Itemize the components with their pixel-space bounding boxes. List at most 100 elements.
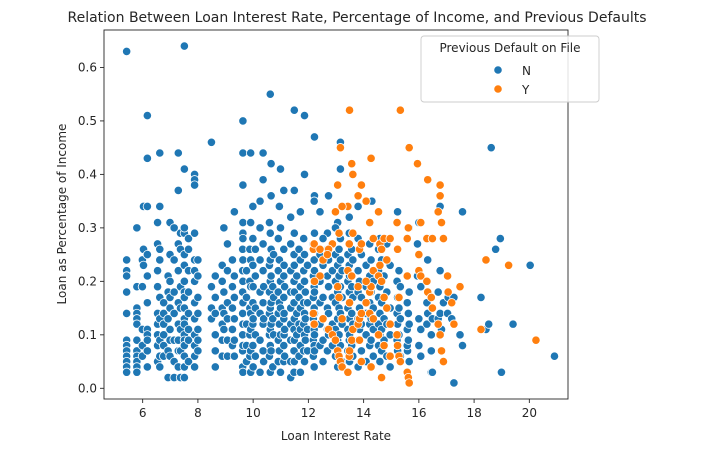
y-axis-ticks: 0.0 0.1 0.2 0.3 0.4 0.5 0.6: [78, 60, 104, 395]
data-point-y: [427, 303, 437, 313]
data-point-n: [138, 260, 149, 270]
data-point-n: [309, 287, 320, 297]
data-point-y: [373, 330, 384, 340]
data-point-n: [238, 255, 248, 265]
data-point-n: [142, 110, 152, 121]
data-point-n: [137, 282, 147, 292]
data-point-n: [189, 362, 200, 372]
data-point-n: [169, 223, 179, 233]
data-point-y: [373, 207, 384, 217]
data-point-y: [402, 271, 412, 281]
data-point-y: [368, 314, 378, 324]
data-point-n: [179, 164, 189, 174]
data-point-n: [289, 228, 299, 238]
data-point-y: [333, 180, 343, 190]
data-point-n: [210, 330, 220, 340]
data-point-n: [238, 308, 248, 319]
data-point-n: [142, 250, 152, 260]
data-point-n: [227, 255, 238, 265]
data-point-n: [183, 244, 194, 254]
y-tick-label: 0.1: [78, 328, 97, 342]
data-point-n: [402, 298, 412, 308]
data-point-y: [379, 340, 389, 351]
data-point-n: [179, 373, 189, 383]
data-point-n: [275, 164, 286, 174]
data-point-n: [142, 298, 152, 308]
data-point-y: [414, 250, 424, 260]
data-point-n: [366, 255, 376, 265]
data-point-n: [435, 266, 445, 276]
x-tick-label: 18: [466, 406, 481, 420]
data-point-n: [318, 335, 328, 345]
data-point-n: [217, 276, 227, 286]
data-point-y: [344, 239, 354, 249]
data-point-n: [258, 266, 268, 276]
data-point-n: [183, 233, 194, 244]
data-point-n: [268, 250, 279, 260]
data-point-n: [449, 378, 459, 388]
data-point-n: [309, 132, 320, 142]
data-point-n: [268, 314, 278, 324]
data-point-y: [337, 314, 347, 324]
data-point-n: [169, 287, 179, 297]
data-point-n: [286, 212, 296, 222]
data-point-y: [315, 244, 325, 254]
data-point-n: [238, 367, 248, 377]
data-point-n: [229, 207, 239, 217]
data-point-y: [308, 308, 318, 319]
data-point-y: [361, 298, 371, 308]
data-point-y: [356, 180, 367, 190]
data-point-n: [255, 255, 265, 265]
data-point-n: [426, 346, 436, 356]
data-point-n: [323, 308, 334, 319]
data-point-n: [229, 271, 239, 281]
data-point-n: [280, 351, 290, 361]
data-point-y: [402, 233, 412, 244]
data-point-n: [210, 292, 220, 302]
data-point-n: [266, 346, 276, 356]
data-point-n: [353, 201, 363, 212]
data-point-y: [334, 292, 344, 302]
data-point-n: [238, 148, 248, 158]
data-point-y: [365, 217, 375, 228]
data-point-n: [299, 169, 310, 179]
data-point-n: [289, 185, 299, 196]
data-point-y: [395, 356, 405, 367]
x-axis-label: Loan Interest Rate: [281, 429, 391, 443]
data-point-n: [299, 110, 310, 121]
data-point-n: [165, 324, 175, 335]
data-point-y: [435, 330, 445, 340]
data-point-n: [183, 287, 194, 297]
data-point-n: [183, 308, 194, 319]
data-point-n: [250, 244, 260, 254]
data-point-n: [229, 314, 239, 324]
data-point-n: [259, 314, 269, 324]
data-point-y: [337, 362, 347, 372]
data-point-y: [436, 346, 447, 356]
data-point-y: [385, 319, 395, 329]
data-point-n: [264, 217, 275, 228]
data-point-n: [491, 244, 501, 254]
data-point-n: [299, 356, 310, 367]
data-point-y: [422, 276, 432, 286]
data-point-n: [295, 207, 305, 217]
data-point-n: [335, 255, 346, 265]
data-point-n: [210, 362, 220, 372]
data-point-y: [343, 367, 353, 377]
y-tick-label: 0.0: [78, 381, 97, 395]
data-point-y: [361, 196, 371, 206]
x-tick-label: 10: [246, 406, 261, 420]
x-tick-label: 8: [194, 406, 202, 420]
x-tick-label: 14: [356, 406, 371, 420]
data-point-y: [347, 159, 357, 169]
data-point-y: [433, 207, 443, 217]
data-point-y: [368, 233, 378, 244]
data-point-n: [229, 351, 239, 361]
data-point-y: [442, 271, 453, 281]
data-point-n: [323, 282, 334, 292]
data-point-n: [286, 239, 296, 249]
data-point-n: [392, 207, 403, 217]
data-point-n: [412, 239, 423, 249]
data-point-n: [255, 196, 265, 206]
data-point-y: [427, 233, 437, 244]
